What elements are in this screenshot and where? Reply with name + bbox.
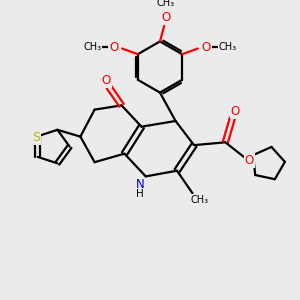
Text: O: O [109, 40, 118, 54]
Text: O: O [245, 154, 254, 167]
Text: O: O [202, 40, 211, 54]
Text: O: O [231, 105, 240, 119]
Text: N: N [136, 178, 144, 191]
Text: CH₃: CH₃ [191, 195, 209, 205]
Text: CH₃: CH₃ [218, 42, 237, 52]
Text: H: H [136, 189, 144, 199]
Text: CH₃: CH₃ [83, 42, 101, 52]
Text: CH₃: CH₃ [157, 0, 175, 8]
Text: O: O [161, 11, 170, 24]
Text: S: S [32, 131, 40, 144]
Text: O: O [101, 74, 111, 87]
